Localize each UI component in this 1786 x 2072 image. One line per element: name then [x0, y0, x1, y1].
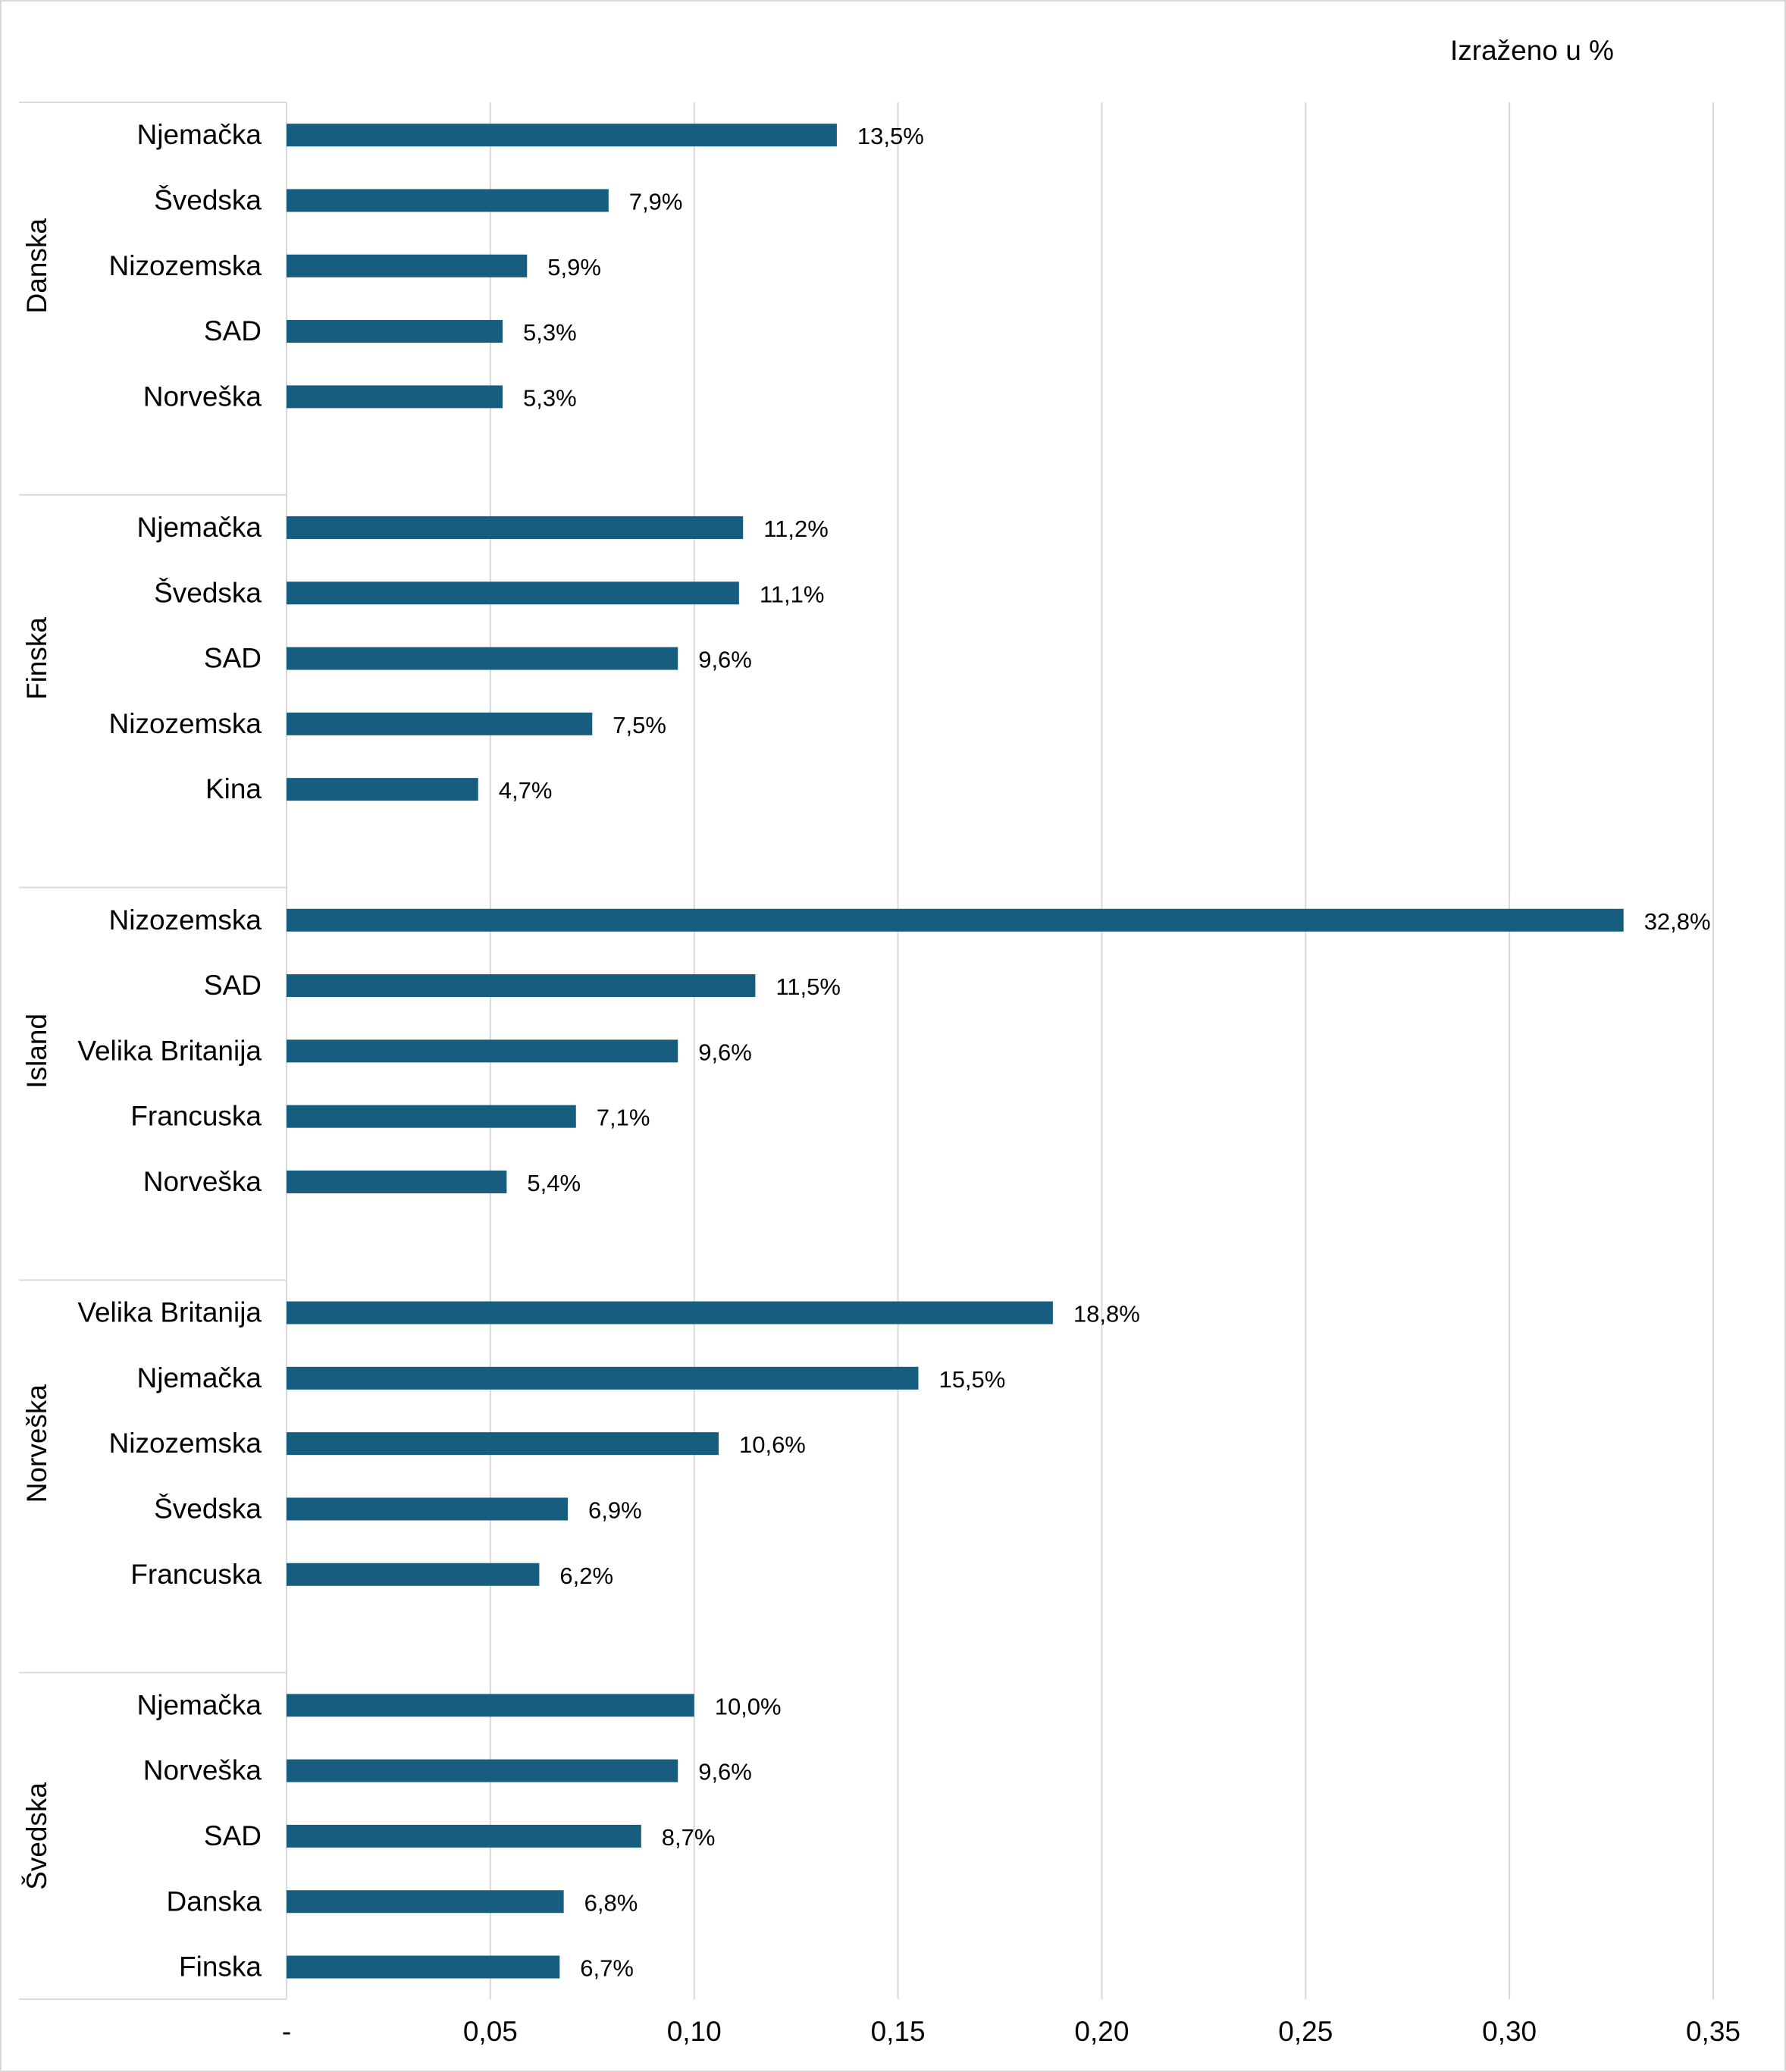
group-label: Finska — [21, 617, 52, 700]
data-label: 6,9% — [588, 1497, 642, 1523]
data-label: 5,4% — [527, 1170, 581, 1196]
bar — [287, 124, 837, 147]
category-label: SAD — [204, 643, 262, 674]
data-label: 5,3% — [523, 384, 577, 411]
bar — [287, 1694, 694, 1717]
category-label: Kina — [205, 773, 262, 804]
data-label: 7,5% — [613, 712, 666, 738]
bar — [287, 974, 756, 998]
bar — [287, 189, 609, 212]
data-label: 15,5% — [938, 1366, 1005, 1393]
data-label: 32,8% — [1644, 908, 1711, 935]
bar — [287, 647, 678, 670]
category-label: Norveška — [143, 381, 262, 412]
data-label: 9,6% — [698, 1759, 752, 1785]
category-label: Velika Britanija — [77, 1297, 262, 1328]
bar — [287, 516, 744, 539]
category-label: SAD — [204, 970, 262, 1001]
data-label: 6,2% — [559, 1563, 613, 1589]
category-label: Finska — [179, 1951, 262, 1983]
category-label: Njemačka — [137, 512, 262, 543]
category-label: Velika Britanija — [77, 1035, 262, 1066]
unit-note: Izraženo u % — [1450, 35, 1614, 66]
bar — [287, 1170, 507, 1193]
data-label: 5,9% — [547, 254, 601, 281]
bar — [287, 1955, 560, 1979]
category-label: Francuska — [130, 1559, 262, 1590]
bar — [287, 1824, 641, 1848]
x-tick-label: 0,25 — [1278, 2016, 1333, 2047]
x-tick-label: - — [282, 2016, 291, 2047]
data-label: 13,5% — [857, 123, 924, 149]
category-label: SAD — [204, 1820, 262, 1851]
bar — [287, 385, 503, 409]
bar — [287, 581, 739, 605]
category-label: Švedska — [154, 577, 262, 608]
x-tick-label: 0,15 — [871, 2016, 926, 2047]
data-label: 8,7% — [662, 1824, 716, 1851]
bar — [287, 1497, 569, 1521]
data-label: 9,6% — [698, 647, 752, 673]
data-label: 4,7% — [499, 777, 553, 804]
category-label: Norveška — [143, 1755, 262, 1786]
bar — [287, 320, 503, 343]
category-label: Norveška — [143, 1166, 262, 1197]
category-label: SAD — [204, 315, 262, 346]
x-tick-label: 0,10 — [667, 2016, 722, 2047]
category-label: Nizozemska — [109, 250, 262, 281]
category-label: Švedska — [154, 1493, 262, 1524]
category-label: Francuska — [130, 1101, 262, 1132]
bar — [287, 1366, 919, 1390]
data-label: 11,2% — [763, 516, 829, 542]
category-label: Nizozemska — [109, 708, 262, 739]
bar — [287, 1432, 719, 1456]
data-label: 10,6% — [739, 1431, 806, 1458]
category-label: Danska — [167, 1885, 262, 1917]
group-label: Norveška — [21, 1384, 52, 1503]
category-label: Njemačka — [137, 119, 262, 150]
group-label: Island — [21, 1014, 52, 1089]
bar — [287, 1759, 678, 1782]
bar — [287, 712, 593, 735]
bar — [287, 1301, 1053, 1324]
bar — [287, 254, 528, 277]
data-label: 7,9% — [629, 188, 683, 215]
data-label: 11,5% — [776, 973, 841, 1000]
bar — [287, 1890, 564, 1914]
data-label: 11,1% — [760, 581, 825, 607]
bar — [287, 778, 478, 801]
data-label: 18,8% — [1073, 1301, 1140, 1328]
group-label: Švedska — [21, 1782, 52, 1890]
bar — [287, 908, 1624, 932]
x-tick-label: 0,20 — [1074, 2016, 1129, 2047]
category-label: Švedska — [154, 184, 262, 215]
bar — [287, 1039, 678, 1063]
x-tick-label: 0,35 — [1686, 2016, 1741, 2047]
category-label: Nizozemska — [109, 904, 262, 936]
bar — [287, 1105, 576, 1128]
group-label: Danska — [21, 218, 52, 314]
category-label: Njemačka — [137, 1362, 262, 1393]
data-label: 6,8% — [584, 1889, 638, 1916]
category-label: Njemačka — [137, 1689, 262, 1720]
data-label: 7,1% — [597, 1105, 650, 1131]
category-label: Nizozemska — [109, 1428, 262, 1459]
data-label: 5,3% — [523, 319, 577, 346]
data-label: 10,0% — [715, 1693, 782, 1719]
data-label: 6,7% — [580, 1955, 634, 1982]
bar — [287, 1563, 540, 1586]
x-tick-label: 0,05 — [463, 2016, 518, 2047]
data-label: 9,6% — [698, 1039, 752, 1065]
x-tick-label: 0,30 — [1482, 2016, 1537, 2047]
